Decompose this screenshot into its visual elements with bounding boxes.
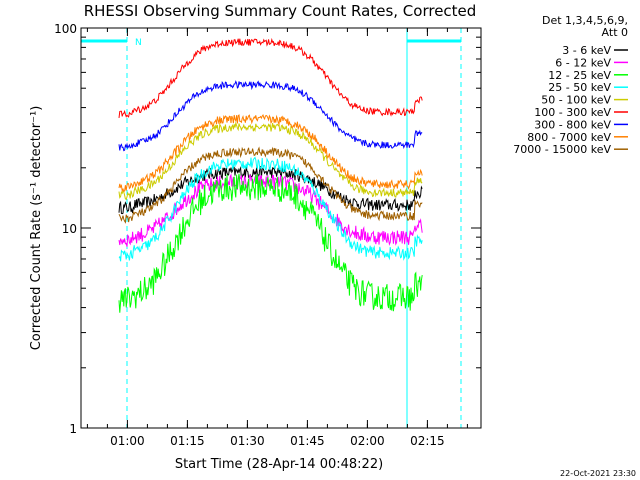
footer-timestamp: 22-Oct-2021 23:30 bbox=[560, 469, 636, 478]
series-layer bbox=[118, 37, 423, 313]
series-line bbox=[118, 165, 423, 215]
x-tick-label: 02:00 bbox=[350, 434, 385, 448]
flag-label: N bbox=[135, 38, 142, 48]
series-line bbox=[118, 146, 423, 224]
legend-entry-label: 3 - 6 keV bbox=[562, 44, 611, 57]
legend-entry-label: 800 - 7000 keV bbox=[527, 131, 611, 144]
y-axis: 1 10 100 bbox=[54, 22, 481, 436]
chart-title: RHESSI Observing Summary Count Rates, Co… bbox=[84, 2, 477, 20]
x-tick-label: 01:45 bbox=[290, 434, 325, 448]
series-line bbox=[118, 114, 423, 193]
legend-entry-label: 12 - 25 keV bbox=[548, 69, 611, 82]
x-tick-label: 01:00 bbox=[110, 434, 145, 448]
legend-entry-label: 300 - 800 keV bbox=[534, 118, 611, 131]
legend-entry-label: 25 - 50 keV bbox=[548, 81, 611, 94]
series-line bbox=[118, 121, 423, 201]
legend-header: Att 0 bbox=[602, 26, 628, 39]
y-tick-label: 1 bbox=[69, 422, 77, 436]
x-axis: 01:00 01:15 01:30 01:45 02:00 02:15 bbox=[86, 28, 468, 448]
series-line bbox=[118, 37, 423, 118]
series-line bbox=[118, 156, 423, 262]
y-tick-label: 10 bbox=[62, 222, 77, 236]
legend-entry-label: 6 - 12 keV bbox=[555, 56, 611, 69]
series-line bbox=[118, 173, 423, 313]
legend-entry-label: 100 - 300 keV bbox=[534, 106, 611, 119]
legend-entry-label: 7000 - 15000 keV bbox=[513, 143, 611, 156]
x-tick-label: 01:30 bbox=[230, 434, 265, 448]
x-tick-label: 01:15 bbox=[170, 434, 205, 448]
legend-header: Det 1,3,4,5,6,9, bbox=[542, 14, 628, 27]
y-tick-label: 100 bbox=[54, 22, 77, 36]
flag-layer: N bbox=[81, 28, 462, 428]
series-line bbox=[118, 80, 423, 152]
legend-entry-label: 50 - 100 keV bbox=[541, 94, 611, 107]
x-axis-label: Start Time (28-Apr-14 00:48:22) bbox=[175, 457, 383, 472]
y-axis-label: Corrected Count Rate (s⁻¹ detector⁻¹) bbox=[29, 106, 44, 351]
x-tick-label: 02:15 bbox=[410, 434, 445, 448]
